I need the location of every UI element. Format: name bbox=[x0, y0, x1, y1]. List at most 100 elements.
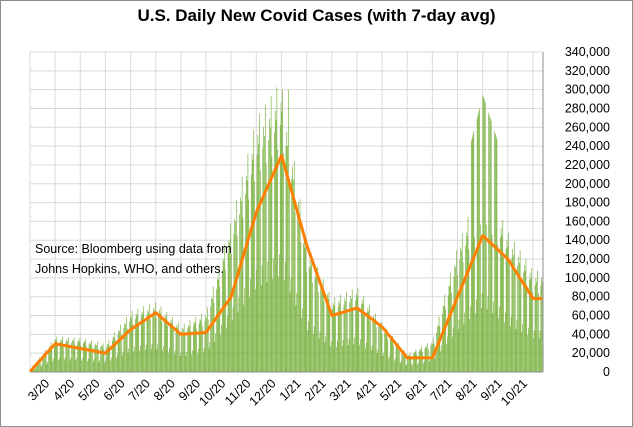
daily-bar bbox=[49, 346, 51, 372]
daily-bar bbox=[190, 331, 192, 372]
daily-bar bbox=[444, 294, 446, 372]
daily-bar bbox=[156, 348, 158, 372]
daily-bar bbox=[286, 131, 288, 372]
y-tick-label: 260,000 bbox=[565, 120, 610, 134]
daily-bar bbox=[183, 329, 184, 372]
daily-bar bbox=[369, 304, 370, 372]
daily-bar bbox=[464, 312, 466, 372]
daily-bar bbox=[172, 317, 173, 372]
daily-bar bbox=[483, 96, 485, 372]
daily-bar bbox=[106, 347, 107, 372]
daily-bar bbox=[58, 360, 59, 372]
daily-bar bbox=[50, 342, 52, 372]
daily-bar bbox=[82, 343, 84, 372]
daily-bar bbox=[54, 339, 56, 372]
daily-bar bbox=[321, 282, 322, 372]
daily-bar bbox=[413, 352, 415, 372]
daily-bar bbox=[365, 342, 367, 372]
daily-bar bbox=[142, 314, 144, 372]
daily-bar bbox=[461, 232, 463, 372]
daily-bar bbox=[424, 348, 426, 372]
daily-bar bbox=[509, 264, 510, 372]
y-tick-label: 280,000 bbox=[565, 101, 610, 115]
daily-bar bbox=[247, 153, 249, 372]
daily-bar bbox=[267, 261, 269, 372]
daily-bar bbox=[539, 330, 541, 372]
daily-bar bbox=[171, 322, 173, 372]
daily-bar bbox=[345, 301, 346, 372]
daily-bar bbox=[502, 219, 504, 372]
daily-bar bbox=[202, 326, 203, 372]
daily-bar bbox=[209, 342, 211, 372]
daily-bar bbox=[336, 346, 337, 372]
daily-bar bbox=[330, 346, 331, 372]
daily-bar bbox=[507, 246, 509, 372]
daily-bar bbox=[311, 254, 312, 372]
daily-bar bbox=[537, 270, 538, 372]
daily-bar bbox=[245, 175, 247, 372]
daily-bar bbox=[516, 320, 518, 372]
daily-bar bbox=[319, 331, 321, 372]
daily-bar bbox=[121, 355, 123, 372]
daily-bar bbox=[197, 353, 198, 372]
daily-bar bbox=[309, 260, 311, 372]
daily-bar bbox=[542, 281, 543, 372]
daily-bar bbox=[511, 257, 513, 372]
daily-bar bbox=[130, 317, 132, 372]
daily-bar bbox=[34, 365, 35, 372]
daily-bar bbox=[296, 292, 298, 372]
daily-bar bbox=[427, 349, 429, 372]
daily-bar bbox=[255, 289, 256, 372]
daily-bar bbox=[403, 351, 404, 372]
daily-bar bbox=[264, 135, 265, 372]
daily-bar bbox=[175, 327, 177, 372]
daily-bar bbox=[528, 280, 530, 372]
daily-bar bbox=[349, 302, 351, 372]
daily-bar bbox=[36, 362, 38, 372]
daily-bar bbox=[136, 315, 138, 372]
daily-bar bbox=[265, 163, 267, 372]
daily-bar bbox=[326, 299, 327, 372]
daily-bar bbox=[513, 254, 514, 372]
daily-bar bbox=[253, 129, 255, 372]
daily-bar bbox=[337, 306, 339, 372]
daily-bar bbox=[211, 298, 212, 372]
daily-bar bbox=[530, 278, 532, 372]
daily-bar bbox=[216, 288, 217, 372]
daily-bar bbox=[109, 346, 111, 372]
daily-bar bbox=[155, 317, 157, 372]
daily-bar bbox=[535, 277, 537, 372]
x-tick-label: 7/20 bbox=[126, 376, 153, 403]
daily-bar bbox=[68, 337, 69, 372]
daily-bar bbox=[303, 243, 304, 372]
daily-bar bbox=[71, 342, 72, 372]
daily-bar bbox=[285, 146, 287, 372]
daily-bar bbox=[279, 125, 281, 372]
daily-bar bbox=[154, 302, 156, 372]
daily-bar bbox=[514, 271, 516, 372]
daily-bar bbox=[293, 179, 294, 372]
daily-bar bbox=[189, 320, 191, 372]
daily-bar bbox=[533, 338, 534, 372]
daily-bar bbox=[394, 360, 395, 372]
daily-bar bbox=[501, 235, 503, 372]
daily-bar bbox=[105, 360, 106, 372]
daily-bar bbox=[399, 350, 400, 372]
daily-bar bbox=[164, 314, 166, 372]
daily-bar bbox=[443, 305, 445, 372]
daily-bar bbox=[297, 211, 298, 372]
daily-bar bbox=[82, 358, 83, 372]
daily-bar bbox=[139, 350, 140, 372]
daily-bar bbox=[451, 292, 452, 372]
daily-bar bbox=[67, 340, 68, 372]
daily-bar bbox=[351, 289, 353, 372]
daily-bar bbox=[77, 340, 79, 372]
daily-bar bbox=[170, 319, 172, 372]
daily-bar bbox=[40, 366, 42, 372]
daily-bar bbox=[317, 267, 318, 372]
daily-bar bbox=[98, 362, 100, 372]
daily-bar bbox=[347, 345, 349, 372]
daily-bar bbox=[108, 339, 110, 372]
daily-bar bbox=[490, 118, 491, 373]
daily-bar bbox=[130, 316, 131, 372]
